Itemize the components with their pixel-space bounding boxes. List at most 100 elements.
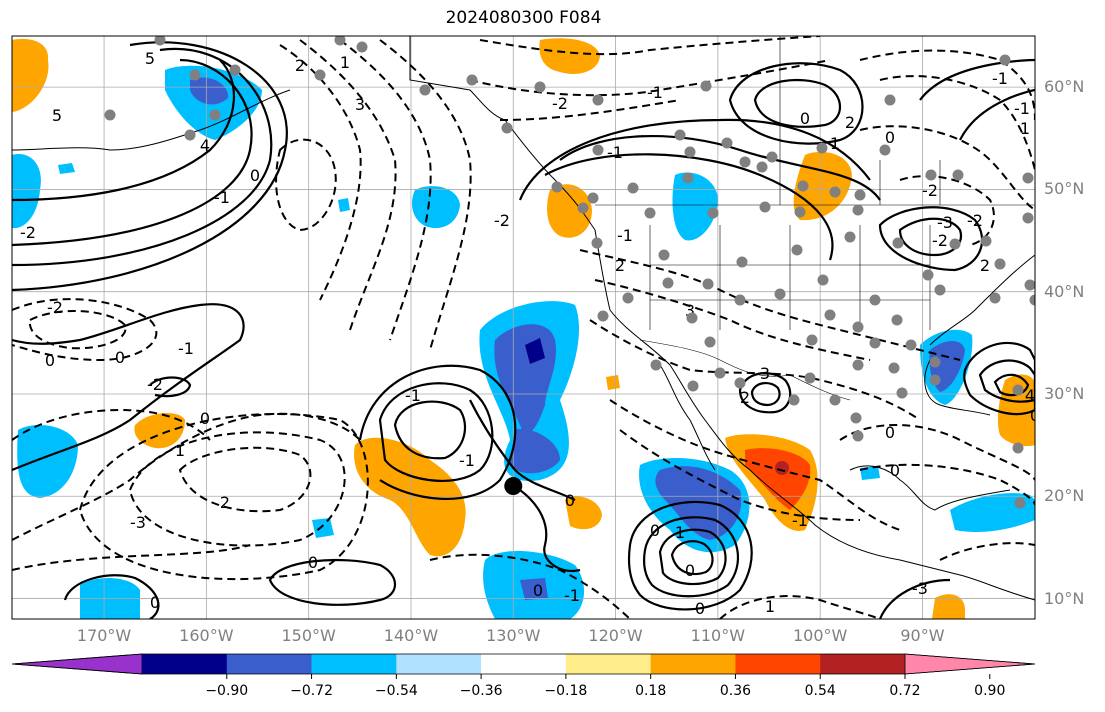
contour-label: -1	[405, 386, 421, 405]
contour-label: 0	[650, 521, 660, 540]
darkblue-region	[520, 578, 548, 600]
longitude-label: 170°W	[76, 626, 132, 645]
colorbar-tick-label: −0.90	[205, 683, 249, 699]
contour-label: 1	[340, 53, 350, 72]
contour-label: -1	[792, 511, 808, 530]
contour-label: 0	[565, 491, 575, 510]
contour-label: 2	[740, 388, 750, 407]
longitude-label: 120°W	[588, 626, 643, 645]
contour-label: -1	[214, 188, 230, 207]
blue-region	[58, 163, 75, 174]
colorbar-tick-label: −0.18	[544, 683, 588, 699]
colorbar-tick-label: −0.72	[290, 683, 333, 699]
contour-label: -1	[607, 143, 623, 162]
shaded-regions	[12, 38, 1035, 619]
cyclone-marker	[504, 477, 523, 496]
longitude-label: 150°W	[281, 626, 336, 645]
contour-label: 2	[980, 256, 990, 275]
latitude-label: 10°N	[1044, 588, 1085, 608]
contour-label: 0	[890, 461, 900, 480]
contour-label: 1	[830, 134, 840, 153]
colorbar-segment	[565, 654, 652, 674]
colorbar-min-arrow	[11, 653, 143, 675]
darkblue-region	[510, 429, 560, 474]
colorbar-tick-label: 0.72	[889, 683, 921, 699]
contour-label: 3	[685, 301, 695, 320]
colorbar-segment	[735, 654, 821, 674]
contour-label: -2	[47, 298, 63, 317]
contour-label: 1	[675, 523, 685, 542]
contour-label: 2	[220, 493, 230, 512]
dark-red-region	[775, 461, 789, 475]
blue-region	[12, 154, 41, 229]
colorbar-segment	[311, 654, 397, 674]
blue-region	[860, 466, 880, 480]
contour-label: 0	[1030, 406, 1040, 425]
contour-label: 4	[1025, 386, 1035, 405]
orange-region	[932, 594, 965, 619]
blue-region	[17, 425, 78, 498]
longitude-label: 160°W	[179, 626, 234, 645]
negative-contour-lines	[12, 36, 1035, 619]
orange-region	[997, 374, 1035, 447]
contour-label: -2	[932, 231, 948, 250]
orange-region	[539, 38, 600, 75]
contour-label: -1	[459, 451, 475, 470]
contour-label: 0	[885, 423, 895, 442]
latitude-label: 40°N	[1044, 281, 1085, 301]
colorbar	[11, 653, 1036, 679]
blue-region	[950, 493, 1035, 532]
contour-label: -2	[147, 375, 163, 394]
contour-label: -1	[617, 226, 633, 245]
contour-label: 5	[52, 106, 62, 125]
darkblue-region	[190, 77, 229, 105]
contour-lines	[12, 41, 1035, 619]
contour-label: -2	[20, 223, 36, 242]
contour-label: 5	[145, 49, 155, 68]
contour-label: -1	[992, 69, 1008, 88]
contour-label: -3	[912, 579, 928, 598]
contour-label: 3	[760, 364, 770, 383]
colorbar-tick-label: 0.90	[974, 683, 1006, 699]
contour-label: 0	[150, 593, 160, 612]
blue-region	[338, 198, 350, 212]
longitude-label: 130°W	[486, 626, 541, 645]
contour-label: -2	[494, 211, 510, 230]
contour-label: -1	[647, 83, 663, 102]
contour-label: -1	[178, 339, 194, 358]
colorbar-tick-label: −0.54	[374, 683, 418, 699]
blue-region	[312, 518, 334, 538]
contour-label: 0	[308, 553, 318, 572]
latitude-label: 30°N	[1044, 383, 1085, 403]
colorbar-tick-label: 0.54	[804, 683, 836, 699]
contour-label: -2	[922, 181, 938, 200]
contour-label: 2	[295, 56, 305, 75]
contour-label: -2	[967, 211, 983, 230]
contour-label: -2	[552, 94, 568, 113]
contour-label: 0	[685, 561, 695, 580]
orange-region	[565, 496, 602, 530]
longitude-label: 90°W	[900, 626, 945, 645]
longitude-label: 140°W	[383, 626, 439, 645]
colorbar-tick-label: 0.36	[719, 683, 752, 699]
colorbar-segment	[396, 654, 482, 674]
colorbar-max-arrow	[904, 653, 1036, 675]
colorbar-segment	[650, 654, 736, 674]
contour-label: -1	[564, 586, 580, 605]
contour-label: 0	[695, 599, 705, 618]
contour-label: 0	[885, 128, 895, 147]
contour-label: 0	[45, 351, 55, 370]
contour-label: 0	[533, 581, 543, 600]
contour-label: 0	[115, 348, 125, 367]
orange-region	[606, 375, 620, 390]
contour-label: -3	[937, 213, 953, 232]
contour-label: 1	[175, 441, 185, 460]
contour-label: 2	[845, 113, 855, 132]
colorbar-segment	[226, 654, 313, 674]
station-markers	[104, 36, 1035, 509]
blue-region	[134, 413, 185, 449]
blue-region	[412, 186, 460, 229]
contour-label: 1	[765, 597, 775, 616]
longitude-label: 110°W	[690, 626, 746, 645]
